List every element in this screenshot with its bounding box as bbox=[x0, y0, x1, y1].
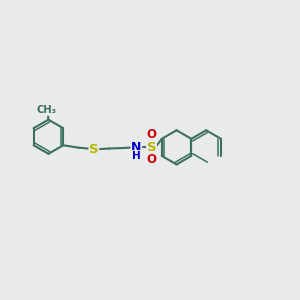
Text: S: S bbox=[89, 142, 99, 156]
Text: N: N bbox=[131, 141, 141, 154]
Text: H: H bbox=[132, 151, 141, 160]
Text: O: O bbox=[146, 128, 157, 142]
Text: CH₃: CH₃ bbox=[37, 105, 57, 115]
Text: S: S bbox=[147, 141, 156, 154]
Text: O: O bbox=[146, 153, 157, 166]
